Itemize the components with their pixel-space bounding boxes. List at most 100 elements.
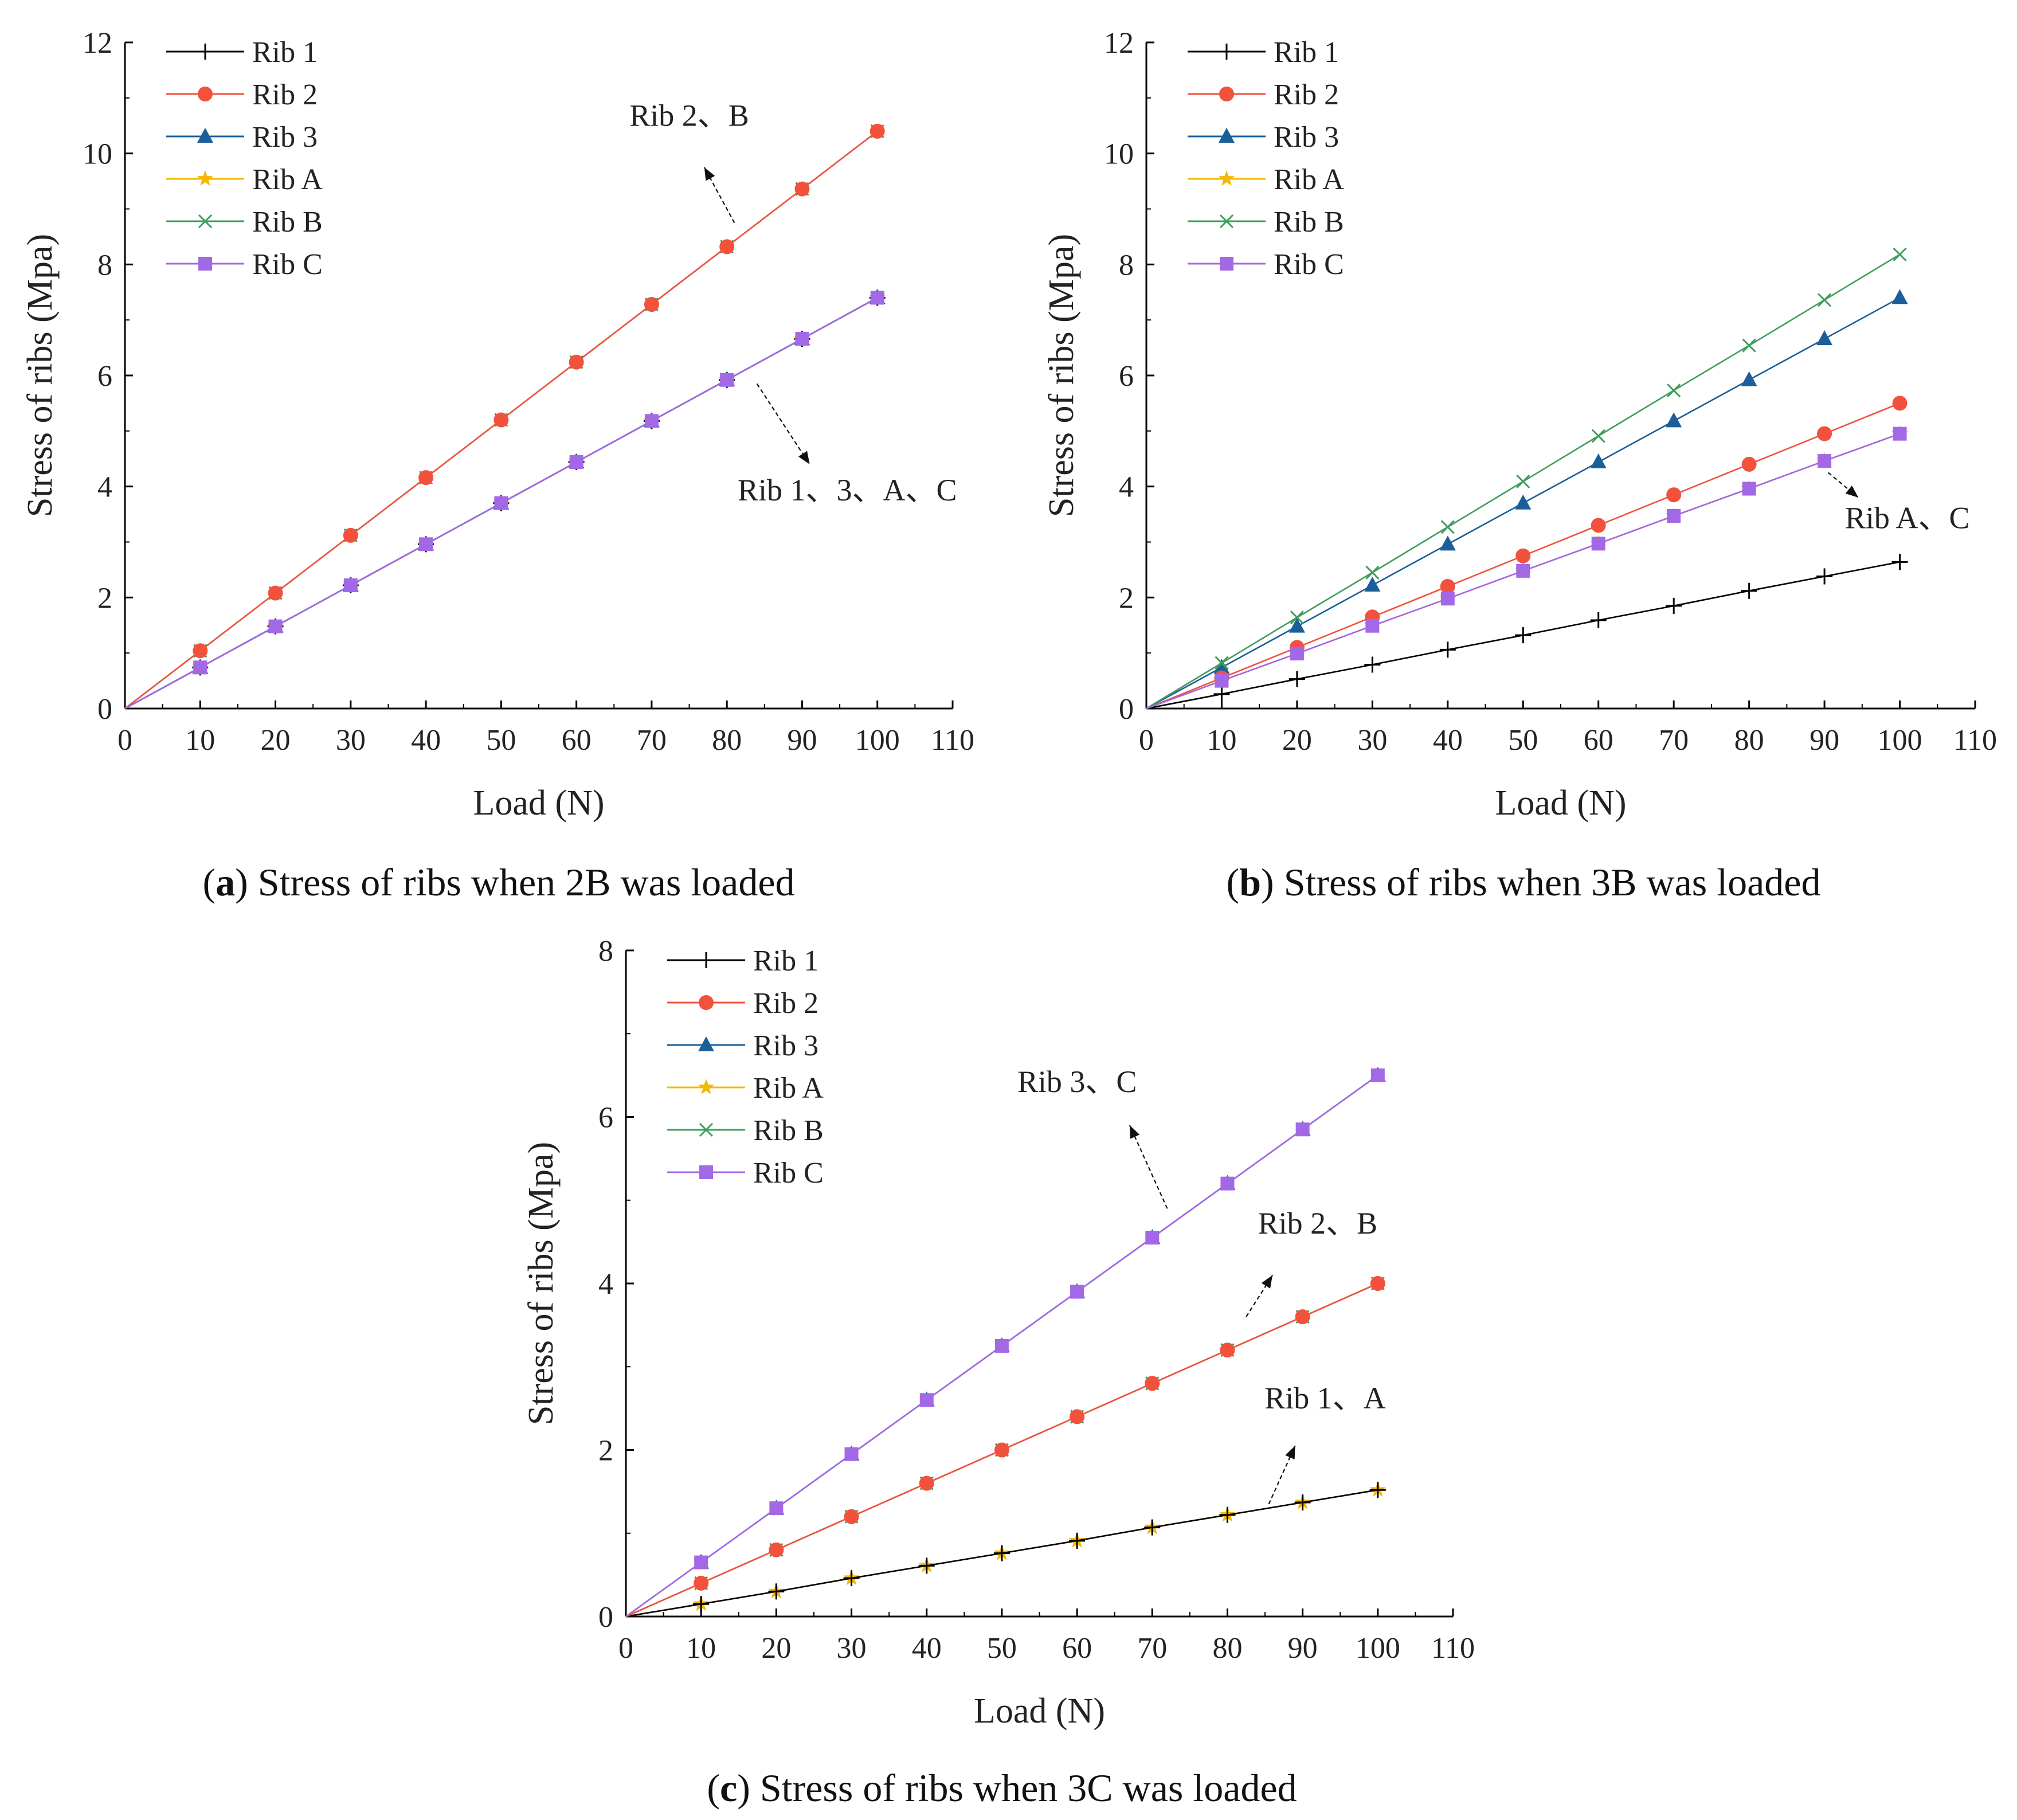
panel-b-point-rib-1 <box>1439 641 1456 658</box>
panel-c-point-rib-2 <box>1070 1409 1085 1424</box>
panel-b-x-tick-label: 50 <box>1508 724 1538 757</box>
panel-c-point-rib-2 <box>769 1542 784 1557</box>
panel-b-annotation-1: Rib A、C <box>1827 472 1969 535</box>
panel-a-series-rib-2 <box>124 123 885 710</box>
panel-b-y-tick-label: 10 <box>1104 138 1134 171</box>
panel-c-caption-text: Stress of ribs when 3C was loaded <box>759 1766 1297 1810</box>
panel-c-point-rib-1 <box>918 1557 935 1574</box>
panel-b-legend-marker-rib-c <box>1220 257 1233 271</box>
panel-c-legend-label-rib-1: Rib 1 <box>753 945 818 977</box>
panel-c-point-rib-c <box>1370 1068 1385 1082</box>
panel-b-chart: 0 10 20 30 40 50 60 70 80 90 100 110 0 2 4 6 8 10 12 Load (… <box>1042 27 1997 823</box>
panel-b-point-rib-c <box>1667 508 1681 523</box>
panel-c-y-tick-label: 8 <box>598 935 613 968</box>
panel-b-legend-label-rib-2: Rib 2 <box>1274 79 1339 111</box>
panel-c-point-rib-2 <box>1370 1276 1385 1291</box>
panel-a-annotation-label: Rib 1、3、A、C <box>738 473 957 507</box>
panel-b-legend-label-rib-3: Rib 3 <box>1274 121 1339 154</box>
panel-b-point-rib-1 <box>1666 597 1682 614</box>
panel-b-legend: Rib 1 Rib 2 Rib 3 Rib A Rib B Rib C <box>1188 36 1344 281</box>
panel-c-legend-label-rib-b: Rib B <box>753 1114 824 1147</box>
panel-b-point-rib-b <box>1742 338 1756 353</box>
panel-a-legend: Rib 1 Rib 2 Rib 3 Rib A Rib B Rib C <box>166 36 323 281</box>
panel-b-y-tick-label: 2 <box>1119 582 1134 615</box>
panel-b-point-rib-2 <box>1591 518 1606 533</box>
panel-c-x-tick-label: 60 <box>1062 1632 1092 1665</box>
panel-c-point-rib-2 <box>694 1575 709 1591</box>
panel-c-point-rib-1 <box>993 1545 1010 1561</box>
panel-b-series-rib-b <box>1146 247 1907 710</box>
panel-c-x-tick-label: 100 <box>1356 1632 1400 1665</box>
panel-c-point-rib-c <box>994 1338 1009 1353</box>
panel-a-chart: 0 10 20 30 40 50 60 70 80 90 100 110 0 2 4 6 8 10 12 Load (… <box>21 27 974 823</box>
panel-c-point-rib-1 <box>1369 1482 1386 1498</box>
panel-a-series-rib-c <box>124 291 884 710</box>
panel-a-point-rib-2 <box>870 123 885 139</box>
panel-c-annotation-2: Rib 2、B <box>1246 1206 1377 1317</box>
panel-b-point-rib-b <box>1667 383 1681 398</box>
panel-c-annotation-arrow-head <box>1285 1446 1295 1459</box>
panel-b-point-rib-2 <box>1515 548 1531 563</box>
panel-a-legend-label-rib-a: Rib A <box>252 163 323 196</box>
panel-c-point-rib-1 <box>1069 1532 1086 1549</box>
panel-c-point-rib-2 <box>1220 1343 1235 1358</box>
panel-b-y-tick-label: 0 <box>1119 693 1134 726</box>
panel-a-point-rib-c <box>343 578 358 593</box>
panel-a-point-rib-c <box>795 332 809 346</box>
panel-b-point-rib-1 <box>1741 582 1757 599</box>
panel-b-point-rib-1 <box>1590 612 1607 629</box>
panel-b-point-rib-c <box>1591 537 1605 551</box>
panel-a-point-rib-2 <box>418 470 434 486</box>
panel-a-legend-marker-rib-a <box>197 170 214 186</box>
panel-b-y-tick-label: 6 <box>1119 360 1134 393</box>
panel-c-point-rib-2 <box>994 1442 1009 1458</box>
panel-a-point-rib-2 <box>794 181 810 197</box>
panel-a-x-tick-label: 70 <box>637 724 667 757</box>
panel-b-point-rib-1 <box>1816 568 1833 585</box>
panel-c-point-rib-2 <box>919 1475 934 1491</box>
panel-c-legend-marker-rib-2 <box>699 995 714 1010</box>
panel-b-letter: b <box>1239 860 1262 904</box>
panel-c-point-rib-1 <box>843 1570 860 1587</box>
panel-a-legend-marker-rib-2 <box>198 87 213 101</box>
panel-c-legend-marker-rib-1 <box>698 952 714 968</box>
panel-b-y-tick-label: 8 <box>1119 249 1134 281</box>
panel-a-point-rib-c <box>494 496 508 510</box>
panel-b-point-rib-3 <box>1213 659 1230 674</box>
panel-b-caption: (b) Stress of ribs when 3B was loaded <box>1226 860 1821 904</box>
panel-b-point-rib-2 <box>1440 578 1455 594</box>
panel-b-x-tick-label: 10 <box>1207 724 1236 757</box>
panel-c-x-tick-label: 50 <box>987 1632 1017 1665</box>
panel-c-y-axis-label: Stress of ribs (Mpa) <box>522 1142 561 1425</box>
panel-a-x-tick-label: 0 <box>118 724 132 757</box>
panel-a-point-rib-2 <box>494 412 509 428</box>
panel-c-x-tick-label: 10 <box>686 1632 716 1665</box>
panel-b-point-rib-3 <box>1816 330 1833 346</box>
panel-b-x-tick-label: 40 <box>1433 724 1463 757</box>
panel-c-point-rib-1 <box>1219 1506 1236 1523</box>
panel-b-series-rib-1 <box>1146 554 1908 710</box>
panel-c-x-tick-label: 0 <box>618 1632 633 1665</box>
panel-a-letter: a <box>216 860 236 904</box>
panel-b-point-rib-2 <box>1892 396 1908 411</box>
panel-b-point-rib-3 <box>1590 453 1607 469</box>
panel-a-legend-label-rib-c: Rib C <box>252 248 323 281</box>
panel-c-annotation-3: Rib 1、A <box>1264 1381 1386 1505</box>
panel-b-point-rib-1 <box>1213 686 1230 702</box>
panel-c-point-rib-c <box>1295 1122 1310 1137</box>
panel-c-y-tick-label: 2 <box>598 1435 613 1467</box>
panel-a-x-axis-label: Load (N) <box>473 784 605 823</box>
panel-b-point-rib-3 <box>1666 412 1682 428</box>
panel-b-point-rib-c <box>1742 482 1756 496</box>
panel-c-annotation-label: Rib 3、C <box>1017 1064 1137 1099</box>
panel-a-y-tick-label: 6 <box>97 360 112 393</box>
panel-a-x-tick-label: 100 <box>855 724 900 757</box>
panel-b-point-rib-3 <box>1891 289 1908 304</box>
panel-c-legend: Rib 1 Rib 2 Rib 3 Rib A Rib B Rib C <box>667 945 824 1189</box>
panel-c-series-rib-c <box>625 1068 1385 1618</box>
panel-b-point-rib-3 <box>1515 494 1532 510</box>
panel-b-point-rib-c <box>1215 674 1229 688</box>
panel-c-legend-label-rib-c: Rib C <box>753 1157 824 1189</box>
panel-c-x-tick-label: 90 <box>1288 1632 1318 1665</box>
panel-a-legend-marker-rib-1 <box>197 44 213 60</box>
